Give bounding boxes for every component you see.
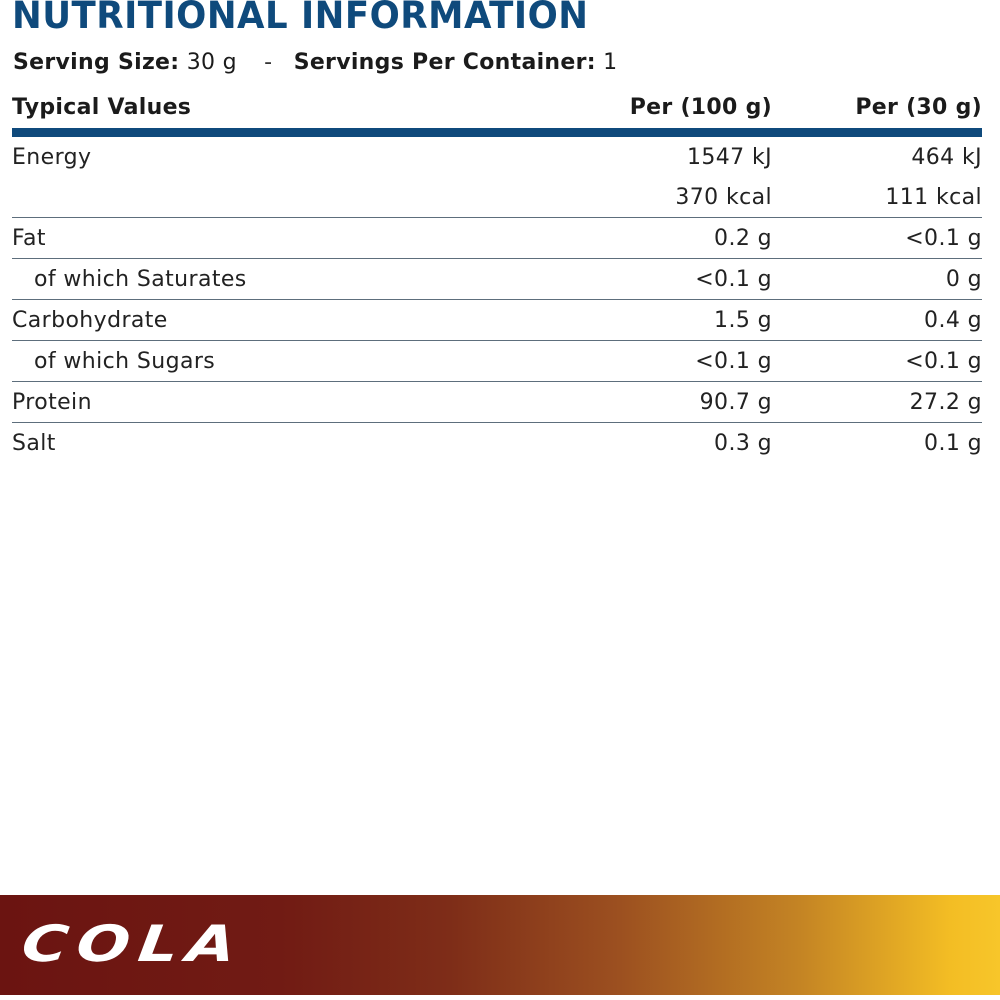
row-label: Energy: [12, 144, 92, 170]
table-row-energy-kj: Energy 1547 kJ 464 kJ: [12, 137, 982, 177]
nutrition-table: Typical Values Per (100 g) Per (30 g) En…: [12, 88, 982, 463]
row-divider: [12, 299, 982, 300]
servings-per-container-label: Servings Per Container:: [293, 50, 596, 75]
row-divider: [12, 340, 982, 341]
serving-size-label: Serving Size:: [13, 50, 180, 75]
flavor-name: COLA: [18, 915, 249, 973]
row-per-serving: 0.4 g: [924, 307, 982, 333]
row-per-serving: 0 g: [945, 266, 982, 292]
header-per-100g: Per (100 g): [629, 94, 772, 120]
table-row-sugars: of which Sugars <0.1 g <0.1 g: [12, 341, 982, 381]
serving-info: Serving Size: 30 g - Servings Per Contai…: [13, 50, 617, 75]
row-per-serving: <0.1 g: [905, 348, 982, 374]
table-header: Typical Values Per (100 g) Per (30 g): [12, 88, 982, 126]
row-divider: [12, 381, 982, 382]
row-per-100g: 90.7 g: [699, 389, 772, 415]
row-per-100g: 0.2 g: [714, 225, 772, 251]
header-divider: [12, 128, 982, 137]
row-divider: [12, 258, 982, 259]
flavor-banner: COLA: [0, 895, 1000, 995]
row-per-serving: <0.1 g: [905, 225, 982, 251]
row-per-serving: 464 kJ: [911, 144, 982, 170]
row-per-serving: 27.2 g: [909, 389, 982, 415]
header-typical-values: Typical Values: [12, 94, 192, 120]
row-per-serving: 0.1 g: [924, 430, 982, 456]
table-row-carbohydrate: Carbohydrate 1.5 g 0.4 g: [12, 300, 982, 340]
row-per-100g: <0.1 g: [695, 348, 772, 374]
servings-per-container-value: 1: [603, 50, 618, 75]
row-per-serving: 111 kcal: [885, 184, 982, 210]
table-row-protein: Protein 90.7 g 27.2 g: [12, 382, 982, 422]
row-per-100g: 0.3 g: [714, 430, 772, 456]
header-per-serving: Per (30 g): [855, 94, 982, 120]
row-label: of which Sugars: [34, 348, 216, 374]
row-label: Fat: [12, 225, 46, 251]
table-row-energy-kcal: 370 kcal 111 kcal: [12, 177, 982, 217]
row-divider: [12, 217, 982, 218]
table-row-saturates: of which Saturates <0.1 g 0 g: [12, 259, 982, 299]
row-label: Carbohydrate: [12, 307, 168, 333]
table-row-salt: Salt 0.3 g 0.1 g: [12, 423, 982, 463]
table-row-fat: Fat 0.2 g <0.1 g: [12, 218, 982, 258]
serving-separator: -: [264, 50, 273, 75]
row-per-100g: 1547 kJ: [686, 144, 772, 170]
row-label: of which Saturates: [34, 266, 247, 292]
serving-size-value: 30 g: [186, 50, 237, 75]
page-title: NUTRITIONAL INFORMATION: [12, 0, 589, 37]
row-label: Salt: [12, 430, 56, 456]
row-divider: [12, 422, 982, 423]
row-per-100g: 370 kcal: [675, 184, 772, 210]
row-per-100g: <0.1 g: [695, 266, 772, 292]
row-label: Protein: [12, 389, 92, 415]
row-per-100g: 1.5 g: [714, 307, 772, 333]
